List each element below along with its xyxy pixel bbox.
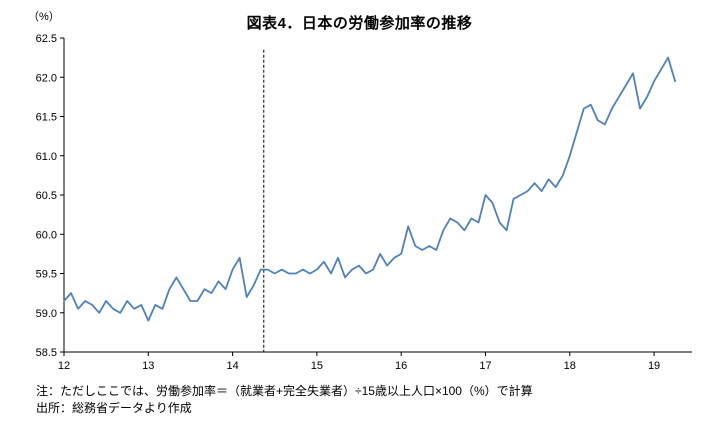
y-tick-label: 62.5: [36, 33, 57, 45]
y-axis-unit-label: （%）: [28, 11, 60, 23]
x-tick-label: 19: [648, 360, 660, 372]
y-tick-label: 60.5: [36, 190, 57, 202]
y-tick-label: 60.0: [36, 229, 57, 241]
y-tick-label: 61.5: [36, 112, 57, 124]
y-tick-label: 61.0: [36, 151, 57, 163]
labor-participation-line: [63, 56, 676, 322]
note-source: 出所：総務省データより作成: [36, 401, 192, 415]
x-tick-label: 18: [564, 360, 576, 372]
x-tick-label: 13: [142, 360, 154, 372]
x-tick-label: 15: [311, 360, 323, 372]
x-tick-label: 17: [479, 360, 491, 372]
note-calculation: 注：ただしここでは、労働参加率＝（就業者+完全失業者）÷15歳以上人口×100（…: [36, 384, 533, 398]
y-tick-label: 58.5: [36, 347, 57, 359]
y-tick-label: 59.0: [36, 308, 57, 320]
x-tick-label: 14: [226, 360, 238, 372]
x-tick-label: 12: [58, 360, 70, 372]
x-tick-label: 16: [395, 360, 407, 372]
y-tick-label: 62.0: [36, 72, 57, 84]
chart-title: 図表4．日本の労働参加率の推移: [246, 15, 473, 32]
line-chart: 58.5 59.0 59.5 60.0 60.5 61.0 61.5 62.0 62.5 12 13…: [36, 33, 692, 372]
footnotes: 注：ただしここでは、労働参加率＝（就業者+完全失業者）÷15歳以上人口×100（…: [36, 383, 533, 417]
y-tick-label: 59.5: [36, 269, 57, 281]
